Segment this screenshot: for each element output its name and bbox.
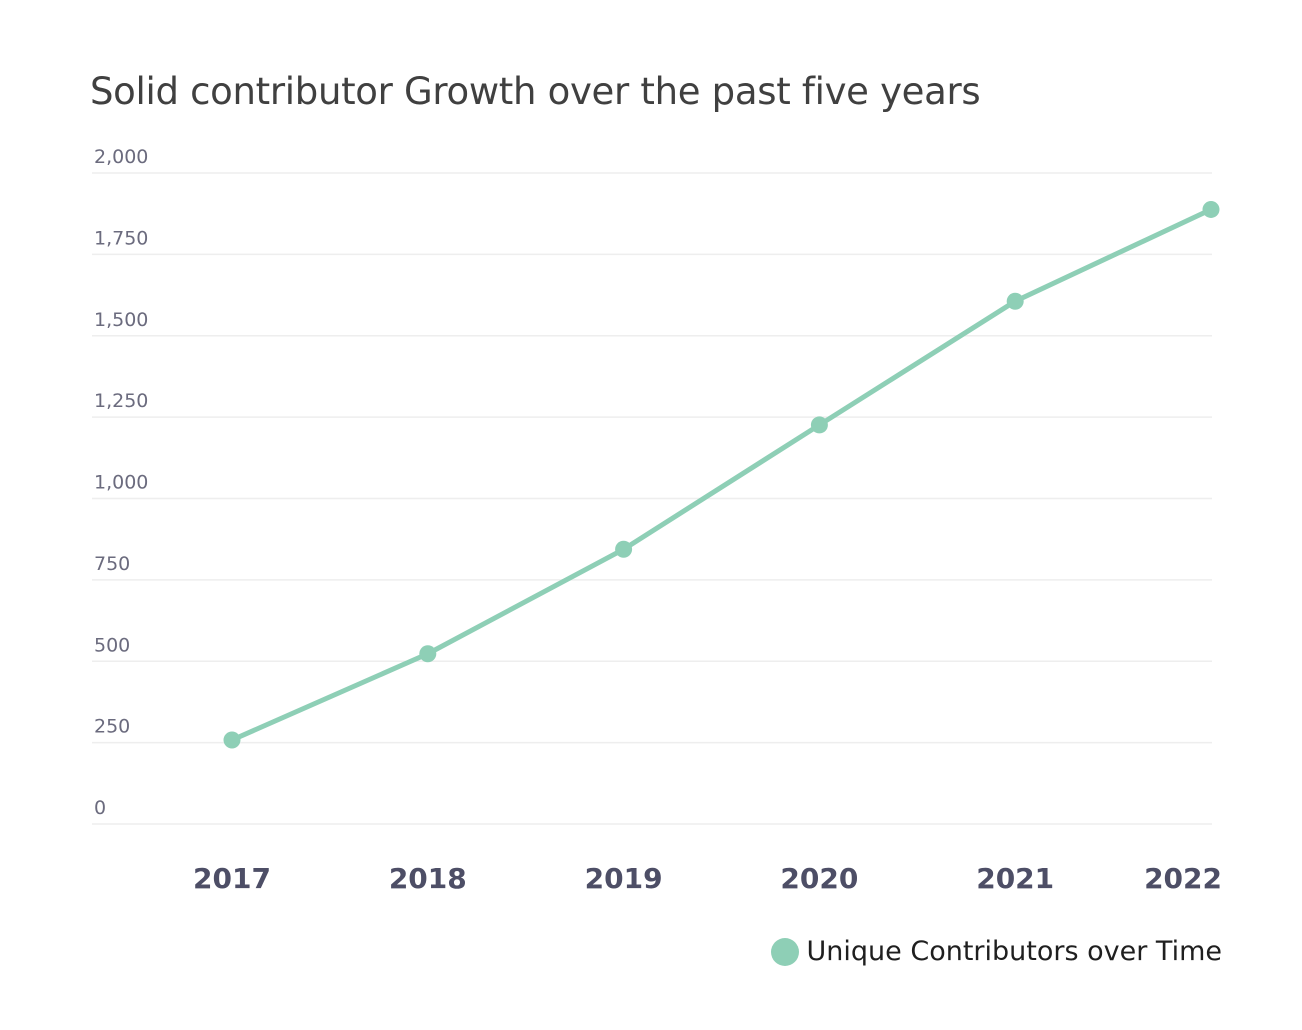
y-tick-label: 0 — [94, 797, 106, 819]
gridlines — [92, 172, 1212, 825]
y-tick-label: 1,000 — [94, 472, 148, 494]
y-axis-ticks: 0 250 500 750 1,000 1,250 1,500 1,750 2,000 — [94, 146, 148, 819]
series-line — [229, 206, 1214, 743]
legend-marker-icon — [770, 937, 799, 966]
legend-label: Unique Contributors over Time — [806, 936, 1222, 967]
legend[interactable]: Unique Contributors over Time — [770, 936, 1222, 967]
x-tick-label: 2022 — [1144, 862, 1222, 895]
y-tick-label: 750 — [94, 553, 130, 575]
x-tick-label: 2019 — [585, 862, 663, 895]
series-unique-contributors — [223, 200, 1220, 749]
y-tick-label: 500 — [94, 634, 130, 656]
data-point[interactable] — [223, 731, 241, 749]
data-point[interactable] — [1202, 200, 1220, 218]
y-tick-label: 2,000 — [94, 146, 148, 168]
y-tick-label: 250 — [94, 716, 130, 738]
data-point[interactable] — [615, 540, 633, 558]
x-axis-ticks: 2017 2018 2019 2020 2021 2022 — [193, 862, 1222, 895]
x-tick-label: 2020 — [780, 862, 858, 895]
data-point[interactable] — [1006, 292, 1024, 310]
y-tick-label: 1,750 — [94, 227, 148, 249]
y-tick-label: 1,250 — [94, 390, 148, 412]
x-tick-label: 2018 — [389, 862, 467, 895]
x-tick-label: 2021 — [976, 862, 1054, 895]
y-tick-label: 1,500 — [94, 309, 148, 331]
data-point[interactable] — [810, 416, 828, 434]
chart-title: Solid contributor Growth over the past f… — [90, 70, 981, 113]
data-point[interactable] — [419, 645, 437, 663]
x-tick-label: 2017 — [193, 862, 271, 895]
